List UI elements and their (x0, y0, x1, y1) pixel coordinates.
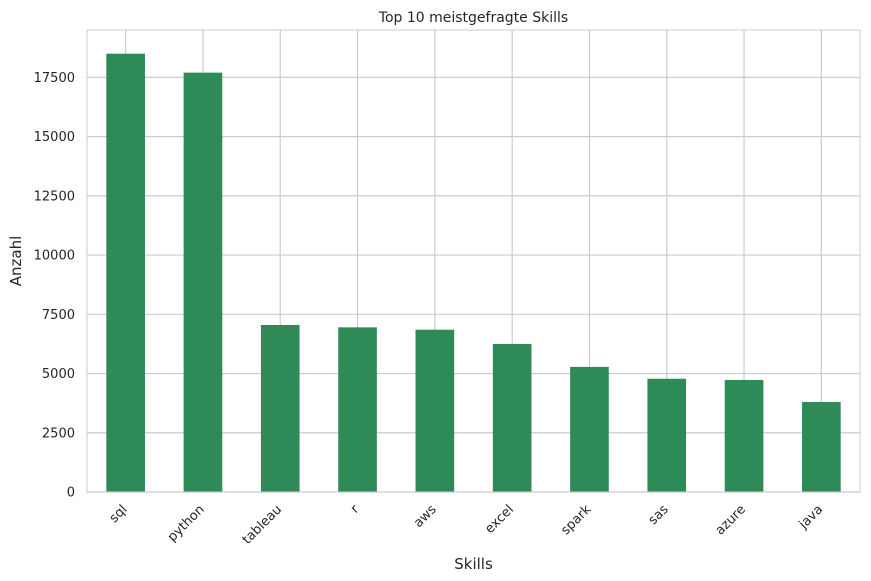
bar-tableau (260, 324, 300, 492)
bar-azure (724, 379, 764, 492)
x-tick-label: excel (482, 502, 517, 537)
x-tick-label: java (796, 502, 827, 533)
x-tick-label: azure (713, 502, 749, 538)
y-tick-label: 17500 (34, 71, 75, 86)
plot-frame (86, 29, 861, 493)
y-tick-label: 5000 (42, 367, 75, 382)
y-axis-label: Anzahl (7, 236, 25, 287)
y-tick-label: 10000 (34, 249, 75, 264)
bars (106, 53, 841, 493)
bar-aws (415, 329, 455, 492)
bar-java (802, 401, 841, 492)
bar-excel (492, 343, 532, 492)
y-tick-label: 15000 (34, 130, 75, 145)
y-tick-label: 7500 (42, 308, 75, 323)
x-tick-label: tableau (240, 502, 285, 547)
x-tick-label: sql (107, 502, 131, 526)
y-tick-label: 2500 (42, 426, 75, 441)
x-tick-label: r (348, 502, 363, 517)
bar-r (338, 327, 377, 492)
y-tick-label: 0 (67, 486, 75, 501)
y-tick-label: 12500 (34, 189, 75, 204)
x-tick-label: sas (646, 502, 672, 528)
bar-sql (106, 53, 145, 492)
chart-title: Top 10 meistgefragte Skills (378, 10, 568, 26)
bar-sas (647, 378, 687, 492)
y-axis-ticks: 0 2500 5000 7500 10000 12500 15000 17500 (34, 71, 75, 501)
x-axis-ticks: sql python tableau r aws excel spark sas azure ja… (107, 502, 826, 548)
x-tick-label: python (165, 502, 208, 545)
bar-python (183, 72, 223, 493)
x-tick-label: spark (558, 502, 594, 538)
x-tick-label: aws (411, 502, 440, 531)
bar-spark (570, 366, 609, 492)
x-axis-label: Skills (454, 555, 493, 573)
